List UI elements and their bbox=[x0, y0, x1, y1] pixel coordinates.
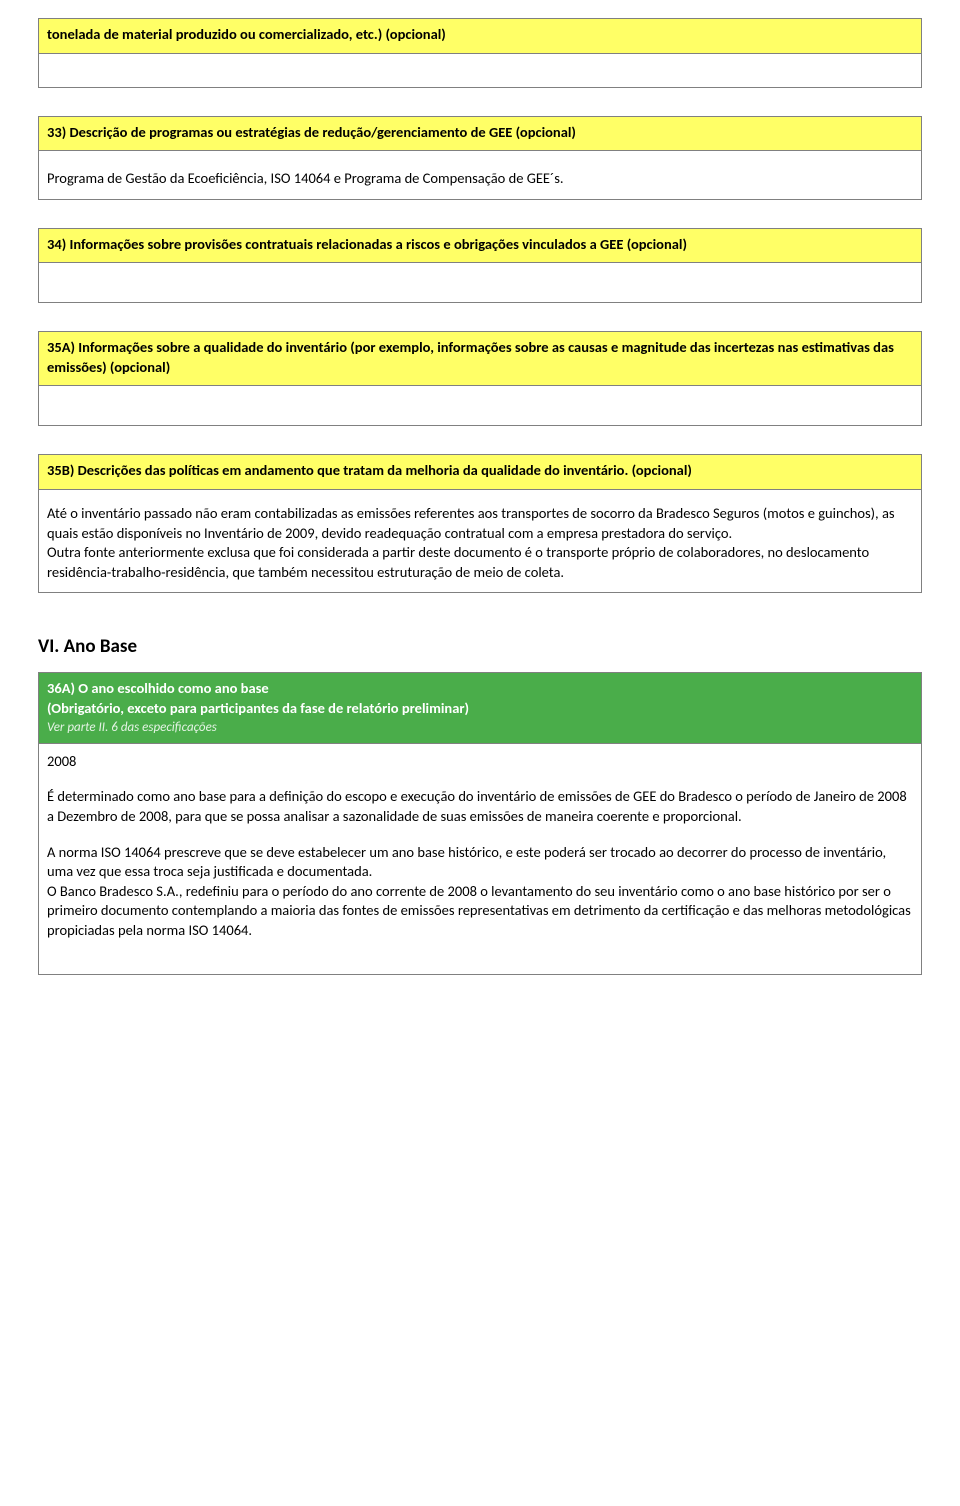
top-fragment-answer bbox=[38, 54, 922, 88]
top-fragment-header: tonelada de material produzido ou comerc… bbox=[38, 18, 922, 54]
q36a-header-line2: (Obrigatório, exceto para participantes … bbox=[47, 699, 469, 717]
q36a-answer: 2008 É determinado como ano base para a … bbox=[38, 744, 922, 976]
q36a-p1: É determinado como ano base para a defin… bbox=[47, 787, 913, 826]
q36a-year: 2008 bbox=[47, 752, 913, 772]
q33-answer: Programa de Gestão da Ecoeficiência, ISO… bbox=[38, 151, 922, 200]
q35b-answer-p2: Outra fonte anteriormente exclusa que fo… bbox=[47, 543, 913, 582]
q35a-block: 35A) Informações sobre a qualidade do in… bbox=[38, 331, 922, 426]
q35b-header: 35B) Descrições das políticas em andamen… bbox=[38, 454, 922, 490]
q35b-answer-p1: Até o inventário passado não eram contab… bbox=[47, 504, 913, 543]
q33-block: 33) Descrição de programas ou estratégia… bbox=[38, 116, 922, 200]
q33-header: 33) Descrição de programas ou estratégia… bbox=[38, 116, 922, 152]
q35b-answer: Até o inventário passado não eram contab… bbox=[38, 490, 922, 593]
q36a-p3: O Banco Bradesco S.A., redefiniu para o … bbox=[47, 882, 913, 941]
q34-block: 34) Informações sobre provisões contratu… bbox=[38, 228, 922, 304]
top-fragment-block: tonelada de material produzido ou comerc… bbox=[38, 18, 922, 88]
q34-answer bbox=[38, 263, 922, 303]
q36a-header: 36A) O ano escolhido como ano base (Obri… bbox=[38, 672, 922, 744]
q34-header: 34) Informações sobre provisões contratu… bbox=[38, 228, 922, 264]
q35a-answer bbox=[38, 386, 922, 426]
q33-answer-text: Programa de Gestão da Ecoeficiência, ISO… bbox=[47, 169, 913, 189]
q36a-header-note: Ver parte II. 6 das especificações bbox=[47, 719, 913, 737]
q36a-header-line1: 36A) O ano escolhido como ano base bbox=[47, 679, 269, 697]
q36a-p2: A norma ISO 14064 prescreve que se deve … bbox=[47, 843, 913, 882]
q36a-block: 36A) O ano escolhido como ano base (Obri… bbox=[38, 672, 922, 975]
q35b-block: 35B) Descrições das políticas em andamen… bbox=[38, 454, 922, 593]
q35a-header: 35A) Informações sobre a qualidade do in… bbox=[38, 331, 922, 386]
section-6-title: VI. Ano Base bbox=[38, 635, 922, 658]
